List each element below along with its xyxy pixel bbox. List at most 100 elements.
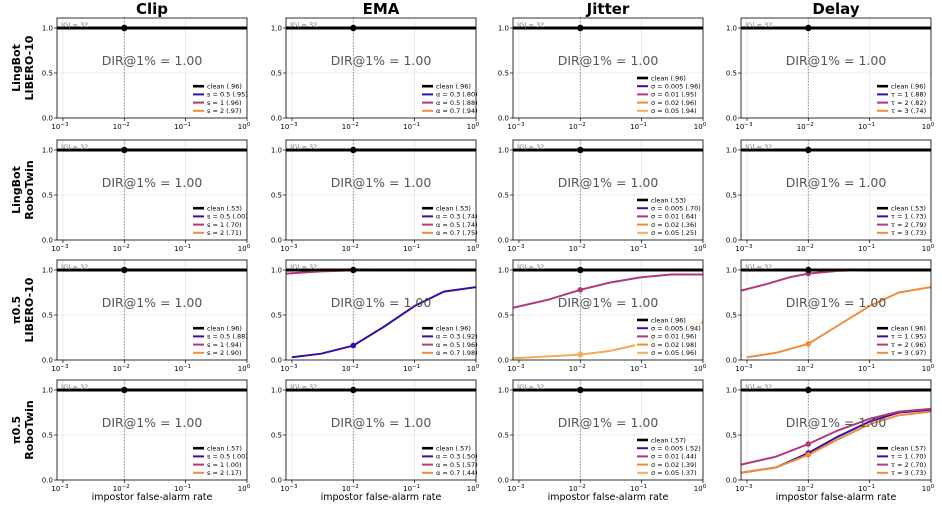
clean-marker xyxy=(121,24,128,32)
series-line xyxy=(741,269,931,292)
x-tick-label: 100 xyxy=(467,484,480,493)
x-tick-label: 10−2 xyxy=(113,484,130,493)
y-ticks: 0.0 0.5 1.0 xyxy=(42,387,57,485)
legend-entry: τ = 2 (.79) xyxy=(891,221,926,229)
panel-clip-row4: 0.0 0.5 1.0 10−3 10−2 10−1 100 |G| = 32 DIR@1% =… xyxy=(42,379,251,493)
y-tick-label: 0.5 xyxy=(42,432,53,440)
row-label: π0.5 RoboTwin xyxy=(10,400,36,460)
axes-frame xyxy=(740,259,932,361)
legend-entry: α = 0.7 (.44) xyxy=(436,469,478,477)
group-size-label: |G| = 32 xyxy=(517,143,544,151)
series-lines xyxy=(286,268,476,359)
y-tick-label: 1.0 xyxy=(271,25,282,33)
legend-entry: clean (.53) xyxy=(891,205,926,213)
x-tick-label: 10−2 xyxy=(797,122,814,131)
panel-clip-row3: 0.0 0.5 1.0 10−3 10−2 10−1 100 |G| = 32 DIR@1% =… xyxy=(42,259,251,373)
panel-ema-row1: 0.0 0.5 1.0 10−3 10−2 10−1 100 |G| = 32 DIR@1% =… xyxy=(271,17,480,131)
y-tick-label: 0.5 xyxy=(42,312,53,320)
y-tick-label: 0.5 xyxy=(498,312,509,320)
legend-entry: s = 1 (.70) xyxy=(207,221,242,229)
panel-jitter-row4: 0.0 0.5 1.0 10−3 10−2 10−1 100 |G| = 32 DIR@1% =… xyxy=(498,379,707,493)
y-tick-label: 1.0 xyxy=(726,267,737,275)
legend: clean (.57)τ = 1 (.70)τ = 2 (.70)τ = 3 (… xyxy=(875,443,929,479)
group-size-label: |G| = 32 xyxy=(61,383,88,391)
x-ticks: 10−3 10−2 10−1 100 xyxy=(735,240,935,253)
group-size-label: |G| = 32 xyxy=(745,263,772,271)
legend-entry: σ = 0.05 (.37) xyxy=(651,469,697,477)
group-size-label: |G| = 32 xyxy=(745,143,772,151)
series-marker xyxy=(350,342,357,349)
y-tick-label: 0.0 xyxy=(498,477,509,485)
legend-entry: s = 2 (.97) xyxy=(207,107,242,115)
clean-marker xyxy=(350,266,357,274)
x-tick-label: 10−1 xyxy=(174,122,191,131)
legend-entry: α = 0.7 (.75) xyxy=(436,229,478,237)
legend-entry: σ = 0.05 (.96) xyxy=(651,349,697,357)
row-label-line2: RoboTwin xyxy=(23,160,36,220)
y-tick-label: 0.5 xyxy=(726,192,737,200)
y-tick-label: 0.5 xyxy=(726,70,737,78)
legend-entry: α = 0.3 (.74) xyxy=(436,213,478,221)
group-size-label: |G| = 32 xyxy=(290,21,317,29)
legend: clean (.96)τ = 1 (.88)τ = 2 (.82)τ = 3 (… xyxy=(875,81,929,117)
dir-annotation: DIR@1% = 1.00 xyxy=(558,415,659,430)
legend-entry: clean (.57) xyxy=(207,445,242,453)
x-tick-label: 10−2 xyxy=(113,122,130,131)
panel-ema-row4: 0.0 0.5 1.0 10−3 10−2 10−1 100 |G| = 32 DIR@1% =… xyxy=(271,379,480,493)
x-tick-label: 10−3 xyxy=(51,244,69,253)
axes-frame xyxy=(512,17,704,119)
y-ticks: 0.0 0.5 1.0 xyxy=(498,25,513,123)
legend: clean (.96)s = 0.5 (.88)s = 1 (.94)s = 2… xyxy=(191,323,248,359)
y-tick-label: 1.0 xyxy=(42,387,53,395)
legend-entry: s = 2 (.71) xyxy=(207,229,242,237)
legend-entry: s = 2 (.17) xyxy=(207,469,242,477)
legend-entry: σ = 0.005 (.52) xyxy=(651,445,701,453)
legend-entry: τ = 1 (.73) xyxy=(891,213,926,221)
legend-entry: clean (.96) xyxy=(891,325,926,333)
dir-annotation: DIR@1% = 1.00 xyxy=(331,175,432,190)
x-tick-label: 100 xyxy=(922,364,935,373)
clean-marker xyxy=(805,386,812,394)
group-size-label: |G| = 32 xyxy=(517,383,544,391)
column-title: Jitter xyxy=(586,0,630,18)
y-ticks: 0.0 0.5 1.0 xyxy=(726,267,741,365)
x-tick-label: 10−2 xyxy=(569,484,586,493)
row-label-line1: π0.5 xyxy=(10,296,23,324)
legend: clean (.96)σ = 0.005 (.96)σ = 0.01 (.95)… xyxy=(635,73,701,117)
legend-entry: σ = 0.01 (.95) xyxy=(651,91,697,99)
legend-entry: τ = 3 (.74) xyxy=(891,107,926,115)
legend: clean (.53)σ = 0.005 (.70)σ = 0.01 (.64)… xyxy=(635,195,701,239)
y-tick-label: 0.5 xyxy=(726,432,737,440)
x-tick-label: 100 xyxy=(238,244,251,253)
panel-ema-row3: 0.0 0.5 1.0 10−3 10−2 10−1 100 |G| = 32 DIR@1% =… xyxy=(271,259,480,373)
x-tick-label: 100 xyxy=(922,484,935,493)
y-tick-label: 0.5 xyxy=(271,432,282,440)
panel-delay-row3: 0.0 0.5 1.0 10−3 10−2 10−1 100 |G| = 32 DIR@1% =… xyxy=(726,259,935,373)
dir-annotation: DIR@1% = 1.00 xyxy=(558,175,659,190)
axes-frame xyxy=(285,17,477,119)
legend-entry: σ = 0.02 (.36) xyxy=(651,221,697,229)
y-ticks: 0.0 0.5 1.0 xyxy=(271,147,286,245)
legend-entry: clean (.57) xyxy=(436,445,471,453)
legend-entry: clean (.96) xyxy=(651,316,686,324)
x-tick-label: 10−1 xyxy=(403,244,420,253)
y-tick-label: 0.5 xyxy=(42,70,53,78)
legend-entry: σ = 0.05 (.25) xyxy=(651,229,697,237)
y-tick-label: 0.0 xyxy=(726,477,737,485)
dir-annotation: DIR@1% = 1.00 xyxy=(786,175,887,190)
x-tick-label: 10−2 xyxy=(113,244,130,253)
legend-entry: σ = 0.005 (.94) xyxy=(651,325,701,333)
legend-entry: α = 0.3 (.92) xyxy=(436,333,478,341)
dir-annotation: DIR@1% = 1.00 xyxy=(558,53,659,68)
legend-entry: α = 0.3 (.80) xyxy=(436,91,478,99)
x-tick-label: 10−2 xyxy=(342,484,359,493)
panel-delay-row1: 0.0 0.5 1.0 10−3 10−2 10−1 100 |G| = 32 DIR@1% =… xyxy=(726,17,935,131)
legend-entry: τ = 2 (.82) xyxy=(891,99,926,107)
series-lines xyxy=(741,388,931,474)
x-tick-label: 10−1 xyxy=(174,364,191,373)
clean-marker xyxy=(805,266,812,274)
clean-marker xyxy=(577,266,584,274)
dir-annotation: DIR@1% = 1.00 xyxy=(786,295,887,310)
y-tick-label: 1.0 xyxy=(498,25,509,33)
